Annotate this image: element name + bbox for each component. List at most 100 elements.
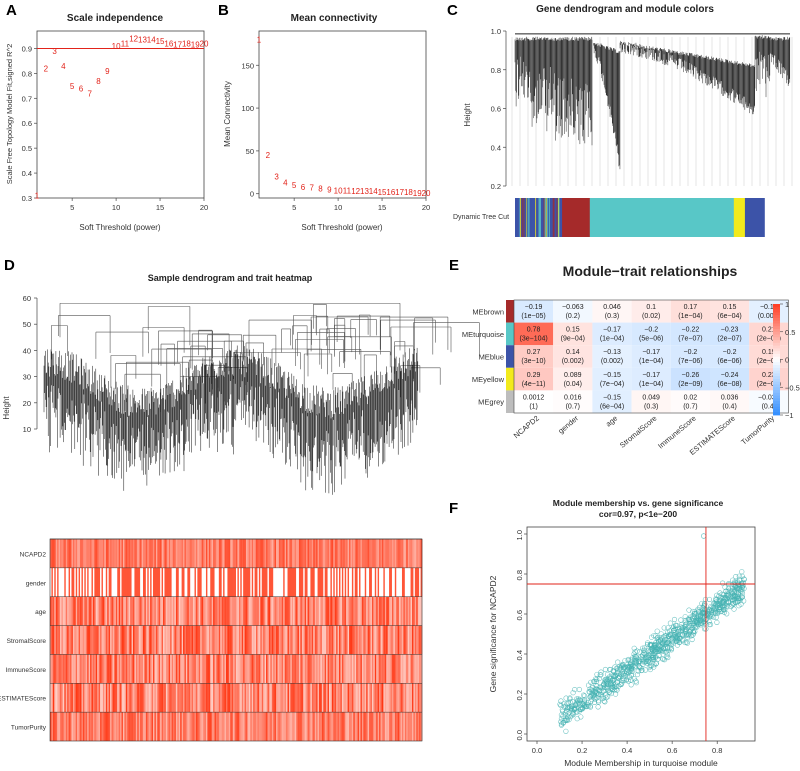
- heatmap-cell: [94, 567, 97, 597]
- y-tick-label: 0.8: [491, 66, 501, 75]
- heatmap-cell: [180, 654, 182, 684]
- heatmap-cell: [190, 712, 192, 741]
- panel-f-axes: 0.0 0.2 0.4 0.6 0.80.00.20.40.60.81.0: [515, 530, 722, 755]
- heatmap-cell: [55, 625, 58, 655]
- heatmap-cell: [257, 683, 260, 713]
- gene-point: [618, 664, 624, 670]
- heatmap-cell: [100, 567, 102, 597]
- heatmap-cell: [316, 539, 318, 568]
- heatmap-cell: [151, 596, 154, 626]
- heatmap-cell: [154, 683, 157, 713]
- heatmap-cell: [381, 625, 384, 655]
- cell-value: −0.14: [760, 304, 778, 311]
- heatmap-cell: [304, 712, 307, 741]
- heatmap-cell: [230, 539, 233, 568]
- heatmap-cell: [237, 625, 240, 655]
- heatmap-cell: [168, 654, 171, 684]
- column-label: age: [604, 414, 619, 429]
- heatmap-cell: [91, 683, 94, 713]
- colorbar-step: [773, 403, 780, 408]
- heatmap-cell: [228, 539, 231, 568]
- panel-c-module-color-bar: [515, 198, 765, 237]
- heatmap-cell: [230, 567, 233, 597]
- heatmap-cell: [283, 596, 285, 626]
- heatmap-cell: [349, 683, 351, 713]
- heatmap-cell: [218, 567, 221, 597]
- heatmap-cell: [51, 539, 54, 568]
- heatmap-cell: [264, 654, 267, 684]
- heatmap-cell: [141, 712, 144, 741]
- heatmap-cell: [97, 596, 99, 626]
- heatmap-cell: [290, 625, 293, 655]
- heatmap-cell: [391, 683, 394, 713]
- heatmap-cell: [220, 567, 222, 597]
- gene-point: [610, 673, 617, 679]
- data-point-label: 4: [283, 179, 288, 188]
- heatmap-cell: [710, 300, 750, 323]
- gene-point: [588, 691, 594, 697]
- cell-pvalue: (0.002): [562, 358, 584, 365]
- heatmap-cell: [75, 596, 78, 626]
- heatmap-cell: [50, 596, 52, 626]
- heatmap-cell: [125, 683, 128, 713]
- heatmap-cell: [154, 539, 157, 568]
- heatmap-cell: [164, 683, 167, 713]
- heatmap-cell: [236, 596, 238, 626]
- heatmap-cell: [64, 567, 67, 597]
- heatmap-cell: [316, 596, 318, 626]
- heatmap-cell: [157, 683, 160, 713]
- heatmap-cell: [107, 567, 109, 597]
- heatmap-cell: [266, 654, 268, 684]
- heatmap-cell: [227, 712, 230, 741]
- cell-value: −0.26: [682, 372, 700, 379]
- heatmap-cell: [98, 625, 101, 655]
- heatmap-cell: [177, 567, 180, 597]
- panel-a-xlabel: Soft Threshold (power): [79, 223, 161, 232]
- heatmap-cell: [391, 539, 394, 568]
- heatmap-cell: [320, 539, 323, 568]
- heatmap-cell: [330, 567, 333, 597]
- heatmap-cell: [143, 683, 145, 713]
- heatmap-cell: [134, 567, 137, 597]
- gene-point: [638, 668, 644, 674]
- heatmap-cell: [266, 596, 268, 626]
- heatmap-cell: [383, 625, 386, 655]
- heatmap-cell: [350, 654, 353, 684]
- heatmap-cell: [351, 596, 354, 626]
- heatmap-cell: [670, 367, 710, 391]
- heatmap-cell: [386, 539, 388, 568]
- heatmap-cell: [298, 654, 301, 684]
- heatmap-cell: [221, 683, 224, 713]
- heatmap-cell: [185, 712, 188, 741]
- heatmap-cell: [127, 683, 129, 713]
- heatmap-cell: [311, 539, 314, 568]
- heatmap-cell: [253, 567, 255, 597]
- heatmap-cell: [230, 683, 233, 713]
- heatmap-cell: [261, 625, 264, 655]
- heatmap-cell: [411, 625, 414, 655]
- heatmap-cell: [381, 654, 384, 684]
- heatmap-cell: [303, 712, 305, 741]
- heatmap-cell: [313, 625, 315, 655]
- heatmap-cell: [185, 596, 188, 626]
- heatmap-cell: [178, 625, 181, 655]
- colorbar-step: [773, 401, 780, 405]
- heatmap-cell: [343, 654, 346, 684]
- heatmap-cell: [257, 654, 260, 684]
- heatmap-cell: [104, 539, 107, 568]
- heatmap-cell: [416, 596, 419, 626]
- heatmap-cell: [393, 567, 396, 597]
- heatmap-cell: [270, 654, 273, 684]
- heatmap-cell: [376, 625, 378, 655]
- heatmap-cell: [92, 596, 95, 626]
- heatmap-cell: [369, 625, 371, 655]
- cell-value: −0.063: [562, 304, 584, 311]
- heatmap-cell: [160, 625, 162, 655]
- heatmap-cell: [331, 625, 334, 655]
- heatmap-cell: [183, 712, 185, 741]
- heatmap-cell: [318, 683, 321, 713]
- heatmap-cell: [122, 654, 125, 684]
- gene-point: [684, 634, 690, 640]
- gene-point: [593, 676, 599, 682]
